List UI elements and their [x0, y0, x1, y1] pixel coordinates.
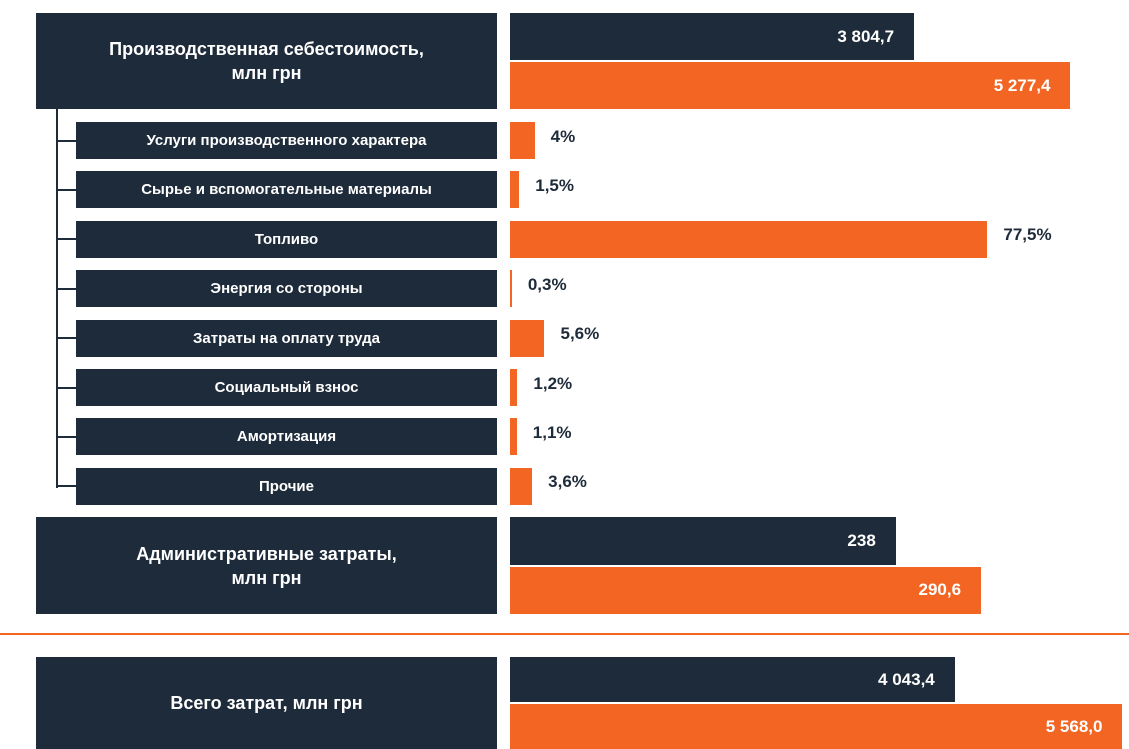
value-label: 3 804,7	[837, 26, 895, 46]
bar	[510, 319, 545, 357]
bar	[510, 369, 518, 406]
bar	[510, 704, 1123, 749]
value-label: 238	[847, 530, 876, 550]
bar	[510, 418, 517, 456]
tree-branch	[56, 139, 76, 142]
bar	[510, 220, 988, 258]
tree-line	[56, 109, 58, 488]
group-label: Производственная себестоимость, млн грн	[36, 13, 497, 109]
item-label: Энергия со стороны	[76, 270, 497, 308]
bar	[510, 467, 533, 505]
item-label: Амортизация	[76, 418, 497, 456]
item-label: Сырье и вспомогательные материалы	[76, 171, 497, 209]
item-label: Топливо	[76, 220, 497, 258]
value-label: 4 043,4	[878, 669, 935, 689]
value-label: 290,6	[918, 580, 962, 600]
separator	[0, 633, 1129, 635]
value-label: 77,5%	[1003, 225, 1052, 245]
bar	[510, 62, 1071, 109]
tree-branch	[56, 238, 76, 241]
tree-branch	[56, 485, 76, 488]
value-label: 5 277,4	[993, 75, 1051, 95]
value-label: 1,2%	[533, 373, 573, 393]
bar	[510, 122, 535, 159]
tree-branch	[56, 386, 76, 389]
item-label: Прочие	[76, 467, 497, 505]
bar	[510, 13, 915, 60]
bar	[510, 517, 896, 565]
item-label: Услуги производственного характера	[76, 122, 497, 159]
item-label: Социальный взнос	[76, 369, 497, 406]
bar	[510, 657, 955, 702]
bar	[510, 171, 520, 209]
value-label: 5,6%	[560, 324, 600, 344]
value-label: 0,3%	[527, 274, 567, 294]
value-label: 4%	[550, 126, 576, 146]
bar	[510, 566, 982, 614]
tree-branch	[56, 435, 76, 438]
tree-branch	[56, 287, 76, 290]
group-label: Административные затраты, млн грн	[36, 517, 497, 614]
item-label: Затраты на оплату труда	[76, 319, 497, 357]
tree-branch	[56, 337, 76, 340]
value-label: 3,6%	[548, 472, 587, 492]
value-label: 5 568,0	[1045, 716, 1103, 736]
group-label: Всего затрат, млн грн	[36, 657, 497, 749]
value-label: 1,5%	[535, 175, 574, 195]
bar	[510, 270, 512, 308]
tree-branch	[56, 188, 76, 191]
value-label: 1,1%	[532, 422, 572, 442]
